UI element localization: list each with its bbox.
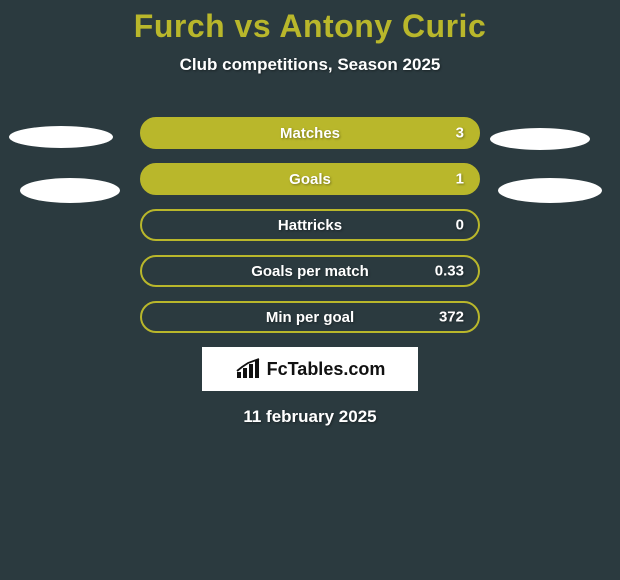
stats-container: Matches 3 Goals 1 Hattricks 0 Goals per … <box>140 117 480 333</box>
avatar-placeholder-left-2 <box>20 178 120 203</box>
date-text: 11 february 2025 <box>0 407 620 427</box>
stat-label: Matches <box>280 125 340 142</box>
stat-label: Goals per match <box>251 263 369 280</box>
avatar-placeholder-left-1 <box>9 126 113 148</box>
stat-value: 3 <box>456 125 464 142</box>
stat-row-goals: Goals 1 <box>140 163 480 195</box>
page-background: Furch vs Antony Curic Club competitions,… <box>0 0 620 580</box>
stat-row-goals-per-match: Goals per match 0.33 <box>140 255 480 287</box>
stat-row-matches: Matches 3 <box>140 117 480 149</box>
stat-value: 1 <box>456 171 464 188</box>
brand-box: FcTables.com <box>202 347 418 391</box>
stat-label: Goals <box>289 171 331 188</box>
stat-value: 372 <box>439 309 464 326</box>
stat-label: Hattricks <box>278 217 342 234</box>
brand-text: FcTables.com <box>267 359 386 380</box>
avatar-placeholder-right-1 <box>490 128 590 150</box>
avatar-placeholder-right-2 <box>498 178 602 203</box>
page-title: Furch vs Antony Curic <box>0 0 620 45</box>
stat-row-hattricks: Hattricks 0 <box>140 209 480 241</box>
stat-value: 0.33 <box>435 263 464 280</box>
stat-value: 0 <box>456 217 464 234</box>
stat-row-min-per-goal: Min per goal 372 <box>140 301 480 333</box>
stat-label: Min per goal <box>266 309 354 326</box>
subtitle: Club competitions, Season 2025 <box>0 55 620 75</box>
bar-chart-icon <box>235 358 261 380</box>
